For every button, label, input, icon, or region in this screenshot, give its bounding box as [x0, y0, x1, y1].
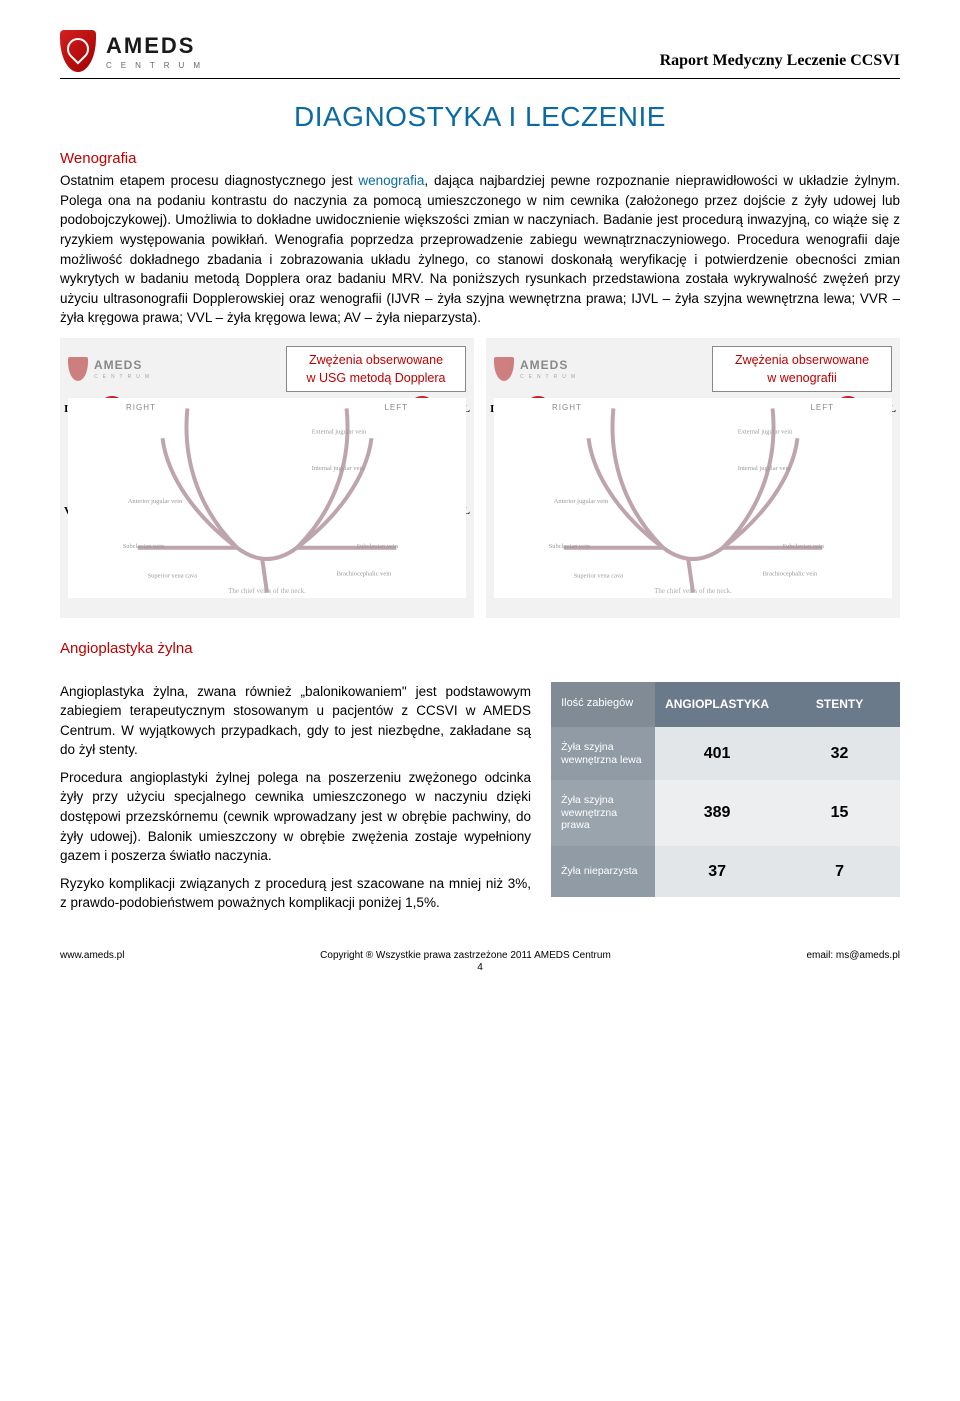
svg-text:Brachiocephalic vein: Brachiocephalic vein: [763, 571, 818, 578]
table-row: Żyła nieparzysta 37 7: [551, 846, 900, 897]
svg-text:Superior vena cava: Superior vena cava: [574, 573, 624, 580]
section-title: DIAGNOSTYKA I LECZENIE: [60, 97, 900, 138]
weno-text-a: Ostatnim etapem procesu diagnostycznego …: [60, 173, 358, 188]
panel-doppler: AMEDS CENTRUM Zwężenia obserwowane w USG…: [60, 338, 474, 618]
svg-text:External jugular vein: External jugular vein: [312, 428, 367, 435]
svg-text:Subclavian vein: Subclavian vein: [357, 543, 399, 550]
svg-text:Internal jugular vein: Internal jugular vein: [738, 465, 791, 472]
angio-section: Angioplastyka żylna, zwana również „balo…: [60, 682, 900, 921]
anatomy-diagram-right: RIGHT LEFT External jugular vein Anterio…: [494, 398, 892, 598]
svg-text:Subclavian vein: Subclavian vein: [123, 543, 165, 550]
svg-text:Superior vena cava: Superior vena cava: [148, 573, 198, 580]
panel-title-right: Zwężenia obserwowane w wenografii: [712, 346, 892, 392]
brand-sub: CENTRUM: [106, 60, 209, 72]
svg-text:Subclavian vein: Subclavian vein: [549, 543, 591, 550]
footer-center: Copyright ® Wszystkie prawa zastrzeżone …: [320, 949, 611, 964]
svg-text:Anterior jugular vein: Anterior jugular vein: [554, 498, 609, 505]
panel-brand-left: AMEDS CENTRUM: [68, 357, 154, 382]
doc-title: Raport Medyczny Leczenie CCSVI: [660, 49, 900, 72]
shield-icon: [68, 357, 88, 381]
svg-text:Anterior jugular vein: Anterior jugular vein: [128, 498, 183, 505]
table-row: Żyła szyjna wewnętrzna prawa 389 15: [551, 780, 900, 846]
wenografia-body: Ostatnim etapem procesu diagnostycznego …: [60, 171, 900, 328]
svg-text:Subclavian vein: Subclavian vein: [783, 543, 825, 550]
table-head-row: Ilość zabiegów: [551, 682, 655, 727]
panel-wenografia: AMEDS CENTRUM Zwężenia obserwowane w wen…: [486, 338, 900, 618]
stats-table-wrap: Ilość zabiegów ANGIOPLASTYKA STENTY Żyła…: [551, 682, 900, 921]
shield-icon: [494, 357, 514, 381]
header-divider: [60, 78, 900, 79]
footer-left: www.ameds.pl: [60, 949, 124, 964]
angio-heading: Angioplastyka żylna: [60, 638, 900, 660]
wenografia-heading: Wenografia: [60, 148, 900, 170]
page-number: 4: [60, 961, 900, 976]
angio-text: Angioplastyka żylna, zwana również „balo…: [60, 682, 531, 921]
svg-text:Internal jugular vein: Internal jugular vein: [312, 465, 365, 472]
table-row: Żyła szyjna wewnętrzna lewa 401 32: [551, 727, 900, 780]
neck-veins-svg: External jugular vein Anterior jugular v…: [494, 398, 892, 598]
brand-logo: AMEDS CENTRUM: [60, 30, 209, 72]
table-col2: STENTY: [779, 682, 900, 727]
footer-right: email: ms@ameds.pl: [806, 949, 900, 964]
angio-p2: Procedura angioplastyki żylnej polega na…: [60, 768, 531, 866]
stats-table: Ilość zabiegów ANGIOPLASTYKA STENTY Żyła…: [551, 682, 900, 898]
svg-text:External jugular vein: External jugular vein: [738, 428, 793, 435]
comparison-panels: AMEDS CENTRUM Zwężenia obserwowane w USG…: [60, 338, 900, 618]
weno-text-b: wenografia: [358, 173, 424, 188]
brand-name: AMEDS: [106, 30, 209, 62]
weno-text-c: , dająca najbardziej pewne rozpoznanie n…: [60, 173, 900, 325]
page-header: AMEDS CENTRUM Raport Medyczny Leczenie C…: [60, 30, 900, 72]
panel-title-left: Zwężenia obserwowane w USG metodą Dopple…: [286, 346, 466, 392]
shield-icon: [60, 30, 96, 72]
angio-p1: Angioplastyka żylna, zwana również „balo…: [60, 682, 531, 760]
anatomy-diagram-left: RIGHT LEFT External jugular vein Anterio…: [68, 398, 466, 598]
table-col1: ANGIOPLASTYKA: [655, 682, 779, 727]
panel-brand-right: AMEDS CENTRUM: [494, 357, 580, 382]
neck-veins-svg: External jugular vein Anterior jugular v…: [68, 398, 466, 598]
svg-text:Brachiocephalic vein: Brachiocephalic vein: [337, 571, 392, 578]
angio-p3: Ryzyko komplikacji związanych z procedur…: [60, 874, 531, 913]
